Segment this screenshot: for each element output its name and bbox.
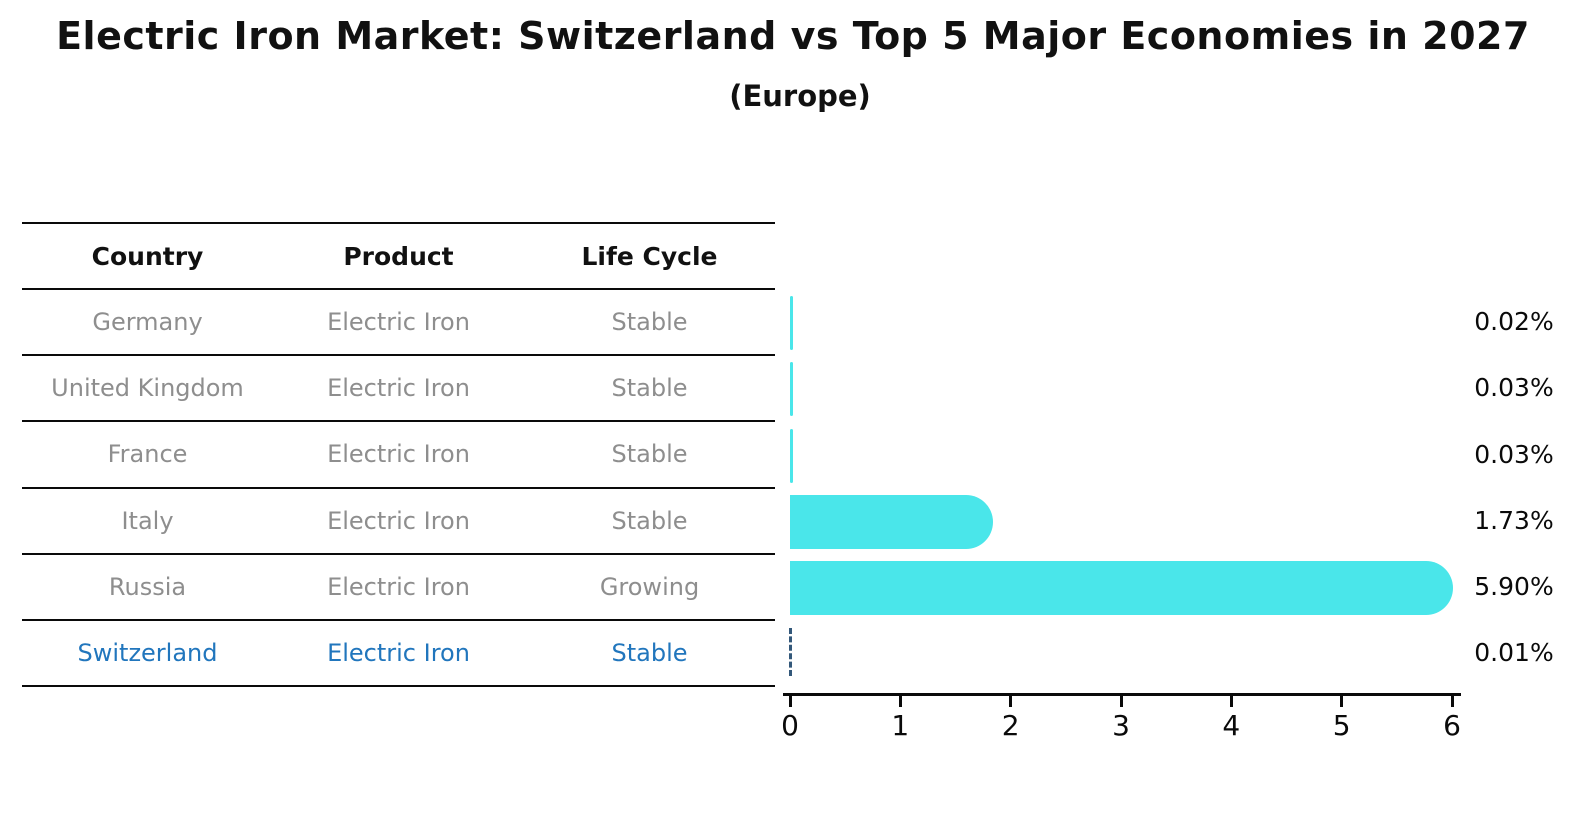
data-table: Country Product Life Cycle Germany Elect…	[22, 222, 775, 688]
highlight-bar-dashed-switzerland	[789, 628, 792, 676]
lifecycle-cell: Stable	[611, 308, 688, 337]
product-cell: Electric Iron	[327, 572, 470, 601]
lifecycle-cell: Stable	[611, 440, 688, 469]
x-axis-tick-label: 0	[781, 709, 799, 742]
x-axis-tick	[898, 696, 902, 707]
x-axis-tick	[1119, 696, 1123, 707]
x-axis-tick-label: 2	[1001, 709, 1020, 742]
table-row-germany: Germany Electric Iron Stable	[22, 290, 775, 357]
x-axis-tick	[1229, 696, 1233, 707]
lifecycle-cell: Stable	[611, 639, 688, 668]
product-cell: Electric Iron	[327, 639, 470, 668]
x-axis-tick-label: 6	[1443, 709, 1461, 742]
x-axis-tick-label: 5	[1332, 709, 1351, 742]
bar-value-label: 0.02%	[1474, 307, 1554, 337]
country-cell: Russia	[108, 572, 187, 601]
product-cell: Electric Iron	[327, 374, 470, 403]
table-row-switzerland-highlighted: Switzerland Electric Iron Stable	[22, 621, 775, 688]
lifecycle-cell: Stable	[611, 374, 688, 403]
bar-value-label: 0.01%	[1474, 638, 1554, 668]
table-row-italy: Italy Electric Iron Stable	[22, 489, 775, 555]
table-row-russia: Russia Electric Iron Growing	[22, 555, 775, 621]
lifecycle-cell: Growing	[599, 572, 700, 601]
bar-france	[790, 428, 794, 483]
x-axis-tick	[788, 696, 792, 707]
bar-united-kingdom	[790, 362, 794, 417]
table-header-lifecycle: Life Cycle	[581, 241, 718, 271]
country-cell: United Kingdom	[51, 374, 244, 403]
country-cell: Germany	[92, 308, 203, 337]
product-cell: Electric Iron	[327, 440, 470, 469]
table-header-row: Country Product Life Cycle	[22, 222, 775, 290]
country-cell: France	[107, 440, 188, 469]
product-cell: Electric Iron	[327, 506, 470, 535]
x-axis-tick-label: 3	[1112, 709, 1130, 742]
chart-subtitle: (Europe)	[729, 79, 871, 113]
x-axis-tick	[1450, 696, 1454, 707]
lifecycle-cell: Stable	[611, 506, 688, 535]
table-header-product: Product	[343, 241, 454, 271]
table-header-country: Country	[91, 241, 204, 271]
chart-title: Electric Iron Market: Switzerland vs Top…	[56, 14, 1530, 58]
product-cell: Electric Iron	[327, 308, 470, 337]
table-row-france: France Electric Iron Stable	[22, 422, 775, 489]
bar-value-label: 1.73%	[1474, 505, 1554, 535]
bar-value-label: 0.03%	[1474, 373, 1554, 403]
table-row-united-kingdom: United Kingdom Electric Iron Stable	[22, 356, 775, 423]
x-axis-tick	[1340, 696, 1344, 707]
bar-value-label: 5.90%	[1474, 571, 1554, 601]
country-cell: Switzerland	[77, 639, 218, 668]
x-axis-tick-label: 4	[1222, 709, 1241, 742]
country-cell: Italy	[121, 506, 174, 535]
bar-value-label: 0.03%	[1474, 439, 1554, 469]
bar-germany	[790, 296, 793, 351]
bar-italy	[790, 494, 993, 549]
bar-russia	[790, 560, 1453, 615]
x-axis-tick	[1009, 696, 1013, 707]
x-axis-line	[783, 693, 1461, 696]
x-axis-tick-label: 1	[891, 709, 910, 742]
